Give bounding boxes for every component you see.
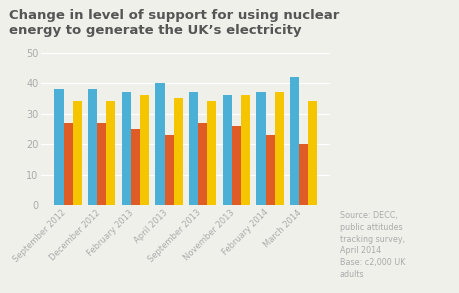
Bar: [164, 135, 174, 205]
Bar: [299, 144, 308, 205]
Bar: [257, 92, 265, 205]
Bar: [274, 92, 284, 205]
Bar: [207, 101, 216, 205]
Bar: [265, 135, 274, 205]
Text: Change in level of support for using nuclear
energy to generate the UK’s electri: Change in level of support for using nuc…: [9, 9, 340, 37]
Bar: [189, 92, 198, 205]
Bar: [174, 98, 183, 205]
Bar: [232, 126, 241, 205]
Bar: [131, 129, 140, 205]
Bar: [241, 96, 250, 205]
Bar: [63, 123, 73, 205]
Bar: [308, 101, 317, 205]
Bar: [140, 96, 149, 205]
Bar: [290, 77, 299, 205]
Bar: [106, 101, 115, 205]
Bar: [73, 101, 82, 205]
Text: Source: DECC,
public attitudes
tracking survey,
April 2014
Base: c2,000 UK
adult: Source: DECC, public attitudes tracking …: [340, 211, 405, 279]
Bar: [198, 123, 207, 205]
Bar: [122, 92, 131, 205]
Bar: [55, 89, 63, 205]
Bar: [88, 89, 97, 205]
Bar: [156, 83, 164, 205]
Bar: [97, 123, 106, 205]
Bar: [223, 96, 232, 205]
